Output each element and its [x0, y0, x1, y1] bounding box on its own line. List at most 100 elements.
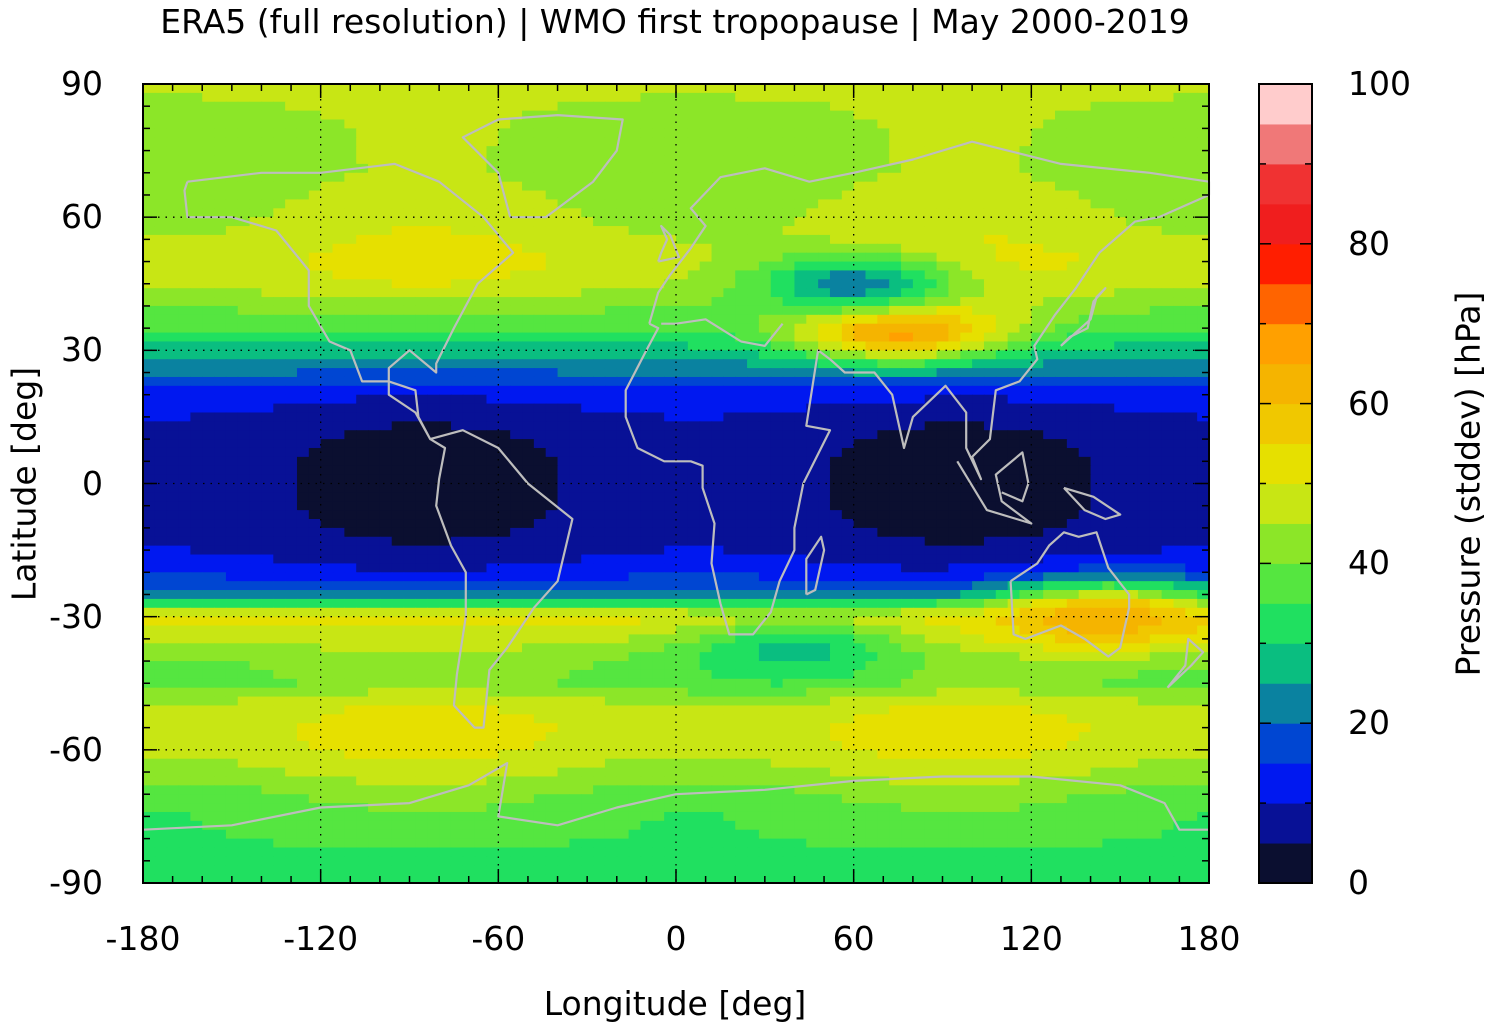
- heat-cell: [190, 110, 203, 121]
- heat-cell: [711, 376, 724, 387]
- heat-cell: [865, 439, 878, 449]
- heat-cell: [1185, 376, 1198, 387]
- heat-cell: [166, 155, 180, 165]
- heat-cell: [723, 359, 736, 369]
- heat-cell: [735, 421, 748, 431]
- heat-cell: [533, 270, 547, 280]
- heat-cell: [533, 368, 547, 378]
- heat-cell: [225, 146, 239, 156]
- heat-cell: [711, 536, 724, 547]
- heat-cell: [249, 563, 263, 573]
- heat-cell: [439, 305, 452, 316]
- heat-cell: [794, 110, 807, 121]
- heat-cell: [320, 394, 334, 405]
- heat-cell: [593, 288, 606, 298]
- heat-cell: [557, 217, 570, 227]
- heat-cell: [593, 305, 606, 316]
- heat-cell: [1066, 421, 1080, 431]
- heat-cell: [308, 84, 322, 94]
- heat-cell: [154, 146, 168, 156]
- heat-cell: [1043, 234, 1056, 245]
- heat-cell: [308, 421, 322, 431]
- heat-cell: [581, 217, 594, 227]
- heat-cell: [1161, 84, 1175, 94]
- heat-cell: [225, 163, 239, 174]
- heat-cell: [522, 270, 535, 280]
- heat-cell: [1078, 155, 1092, 165]
- heat-cell: [1019, 297, 1032, 307]
- heat-cell: [427, 181, 440, 192]
- heat-cell: [379, 128, 393, 138]
- heat-cell: [877, 519, 890, 529]
- heat-cell: [296, 163, 310, 174]
- heat-cell: [190, 563, 203, 573]
- heat-cell: [498, 519, 511, 529]
- heat-cell: [320, 243, 334, 254]
- heat-cell: [972, 234, 985, 245]
- heat-cell: [308, 510, 322, 520]
- heat-cell: [912, 376, 926, 387]
- heat-cell: [332, 350, 345, 360]
- heat-cell: [948, 359, 961, 369]
- heat-cell: [462, 172, 476, 183]
- heat-cell: [545, 359, 559, 369]
- heat-cell: [829, 501, 843, 511]
- heat-cell: [711, 128, 724, 138]
- heat-cell: [747, 394, 760, 405]
- heat-cell: [178, 492, 191, 502]
- heat-cell: [320, 279, 334, 289]
- heat-cell: [1149, 84, 1163, 94]
- heat-cell: [439, 545, 452, 556]
- heat-cell: [427, 474, 440, 485]
- heat-cell: [616, 465, 630, 476]
- heat-cell: [1126, 519, 1139, 529]
- heat-cell: [640, 101, 653, 112]
- heat-cell: [924, 563, 938, 573]
- heat-cell: [948, 172, 961, 183]
- heat-cell: [865, 510, 878, 520]
- heat-cell: [154, 84, 168, 94]
- heat-cell: [794, 101, 807, 112]
- heat-cell: [818, 474, 831, 485]
- heat-cell: [273, 323, 286, 334]
- heat-cell: [486, 501, 499, 511]
- heat-cell: [889, 217, 902, 227]
- heat-cell: [1137, 155, 1151, 165]
- heat-cell: [486, 447, 499, 458]
- heat-cell: [1173, 146, 1186, 156]
- heat-cell: [1090, 563, 1103, 573]
- heat-cell: [332, 519, 345, 529]
- heat-cell: [628, 492, 642, 502]
- heat-cell: [1066, 119, 1080, 129]
- heat-cell: [569, 217, 582, 227]
- heat-cell: [581, 474, 594, 485]
- heat-cell: [533, 554, 547, 564]
- heat-cell: [889, 350, 902, 360]
- heat-cell: [237, 519, 251, 529]
- heat-cell: [960, 474, 973, 485]
- heat-cell: [1161, 465, 1175, 476]
- heat-cell: [1102, 368, 1115, 378]
- heat-cell: [1161, 376, 1175, 387]
- heat-cell: [1066, 447, 1080, 458]
- heat-cell: [166, 456, 180, 467]
- heat-cell: [972, 172, 985, 183]
- heat-cell: [758, 323, 772, 334]
- heat-cell: [510, 359, 523, 369]
- heat-cell: [557, 261, 570, 272]
- heat-cell: [747, 110, 760, 121]
- heat-cell: [202, 243, 215, 254]
- heat-cell: [450, 403, 464, 414]
- heat-cell: [379, 181, 393, 192]
- heat-cell: [652, 341, 665, 351]
- heat-cell: [1137, 394, 1151, 405]
- heat-cell: [344, 376, 357, 387]
- heat-cell: [439, 554, 452, 564]
- heat-cell: [983, 385, 997, 396]
- heat-cell: [249, 394, 263, 405]
- heat-cell: [829, 510, 843, 520]
- heat-cell: [391, 163, 405, 174]
- heat-cell: [332, 279, 345, 289]
- heat-cell: [912, 359, 926, 369]
